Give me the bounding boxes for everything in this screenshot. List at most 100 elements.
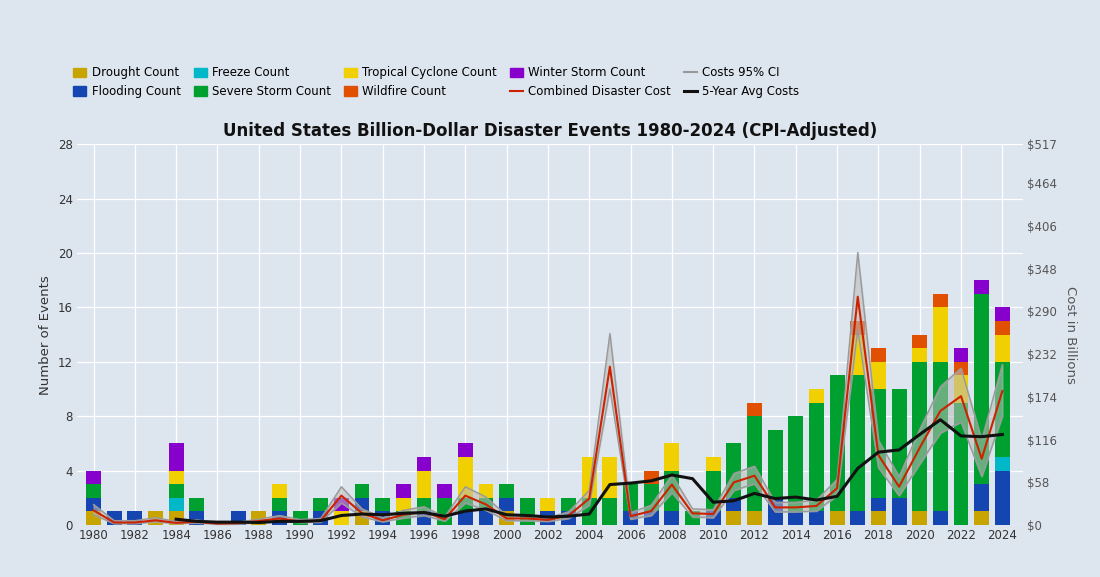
Bar	[168, 511, 184, 525]
Bar	[623, 511, 638, 525]
Bar	[540, 498, 556, 511]
Bar	[850, 511, 866, 525]
Bar	[458, 444, 473, 457]
Bar	[768, 430, 782, 498]
Bar	[561, 498, 576, 511]
Bar	[603, 498, 617, 525]
Bar	[582, 457, 596, 498]
Bar	[251, 511, 266, 525]
Bar	[975, 511, 989, 525]
Bar	[954, 349, 968, 362]
Bar	[933, 362, 948, 511]
Bar	[871, 389, 886, 498]
Bar	[975, 484, 989, 511]
Bar	[912, 511, 927, 525]
Bar	[871, 498, 886, 511]
Bar	[417, 457, 431, 471]
Bar	[789, 511, 803, 525]
Bar	[871, 511, 886, 525]
Bar	[726, 511, 741, 525]
Bar	[520, 498, 535, 525]
Bar	[293, 511, 308, 525]
Bar	[912, 349, 927, 362]
Bar	[334, 498, 349, 511]
Y-axis label: Cost in Billions: Cost in Billions	[1064, 286, 1077, 384]
Bar	[975, 280, 989, 294]
Bar	[272, 511, 287, 525]
Bar	[86, 511, 101, 525]
Bar	[933, 294, 948, 308]
Y-axis label: Number of Events: Number of Events	[40, 275, 53, 395]
Bar	[314, 511, 328, 525]
Bar	[706, 511, 721, 525]
Bar	[871, 349, 886, 362]
Bar	[808, 389, 824, 403]
Bar	[86, 471, 101, 484]
Bar	[478, 498, 494, 511]
Bar	[871, 362, 886, 389]
Bar	[417, 471, 431, 498]
Bar	[458, 498, 473, 511]
Bar	[437, 498, 452, 525]
Bar	[975, 294, 989, 484]
Bar	[808, 511, 824, 525]
Bar	[107, 511, 122, 525]
Bar	[603, 457, 617, 498]
Bar	[644, 484, 659, 511]
Bar	[189, 498, 205, 511]
Bar	[747, 416, 762, 511]
Bar	[850, 376, 866, 511]
Bar	[808, 403, 824, 511]
Bar	[994, 321, 1010, 335]
Bar	[86, 498, 101, 511]
Bar	[768, 498, 782, 525]
Bar	[86, 484, 101, 498]
Bar	[128, 511, 142, 525]
Bar	[334, 511, 349, 525]
Bar	[437, 484, 452, 498]
Bar	[994, 362, 1010, 457]
Bar	[706, 457, 721, 471]
Bar	[933, 308, 948, 362]
Bar	[954, 362, 968, 376]
Bar	[644, 471, 659, 484]
Bar	[375, 498, 390, 511]
Bar	[829, 511, 845, 525]
Bar	[912, 335, 927, 349]
Bar	[272, 484, 287, 498]
Bar	[499, 498, 514, 511]
Bar	[499, 511, 514, 525]
Bar	[314, 498, 328, 511]
Bar	[623, 484, 638, 511]
Bar	[954, 376, 968, 403]
Bar	[354, 484, 370, 498]
Bar	[354, 498, 370, 511]
Bar	[664, 511, 680, 525]
Bar	[458, 457, 473, 498]
Bar	[189, 511, 205, 525]
Bar	[231, 511, 245, 525]
Legend: Drought Count, Flooding Count, Freeze Count, Severe Storm Count, Tropical Cyclon: Drought Count, Flooding Count, Freeze Co…	[74, 66, 800, 98]
Title: United States Billion-Dollar Disaster Events 1980-2024 (CPI-Adjusted): United States Billion-Dollar Disaster Ev…	[223, 122, 877, 140]
Bar	[912, 362, 927, 511]
Bar	[458, 511, 473, 525]
Bar	[478, 511, 494, 525]
Bar	[417, 498, 431, 511]
Bar	[994, 457, 1010, 471]
Bar	[478, 484, 494, 498]
Bar	[850, 335, 866, 376]
Bar	[168, 444, 184, 471]
Bar	[375, 511, 390, 525]
Bar	[685, 511, 700, 525]
Bar	[892, 389, 906, 498]
Bar	[396, 484, 410, 498]
Bar	[168, 484, 184, 498]
Bar	[396, 498, 410, 511]
Bar	[664, 444, 680, 471]
Bar	[417, 511, 431, 525]
Bar	[747, 511, 762, 525]
Bar	[726, 444, 741, 498]
Bar	[354, 511, 370, 525]
Bar	[499, 484, 514, 498]
Bar	[850, 321, 866, 335]
